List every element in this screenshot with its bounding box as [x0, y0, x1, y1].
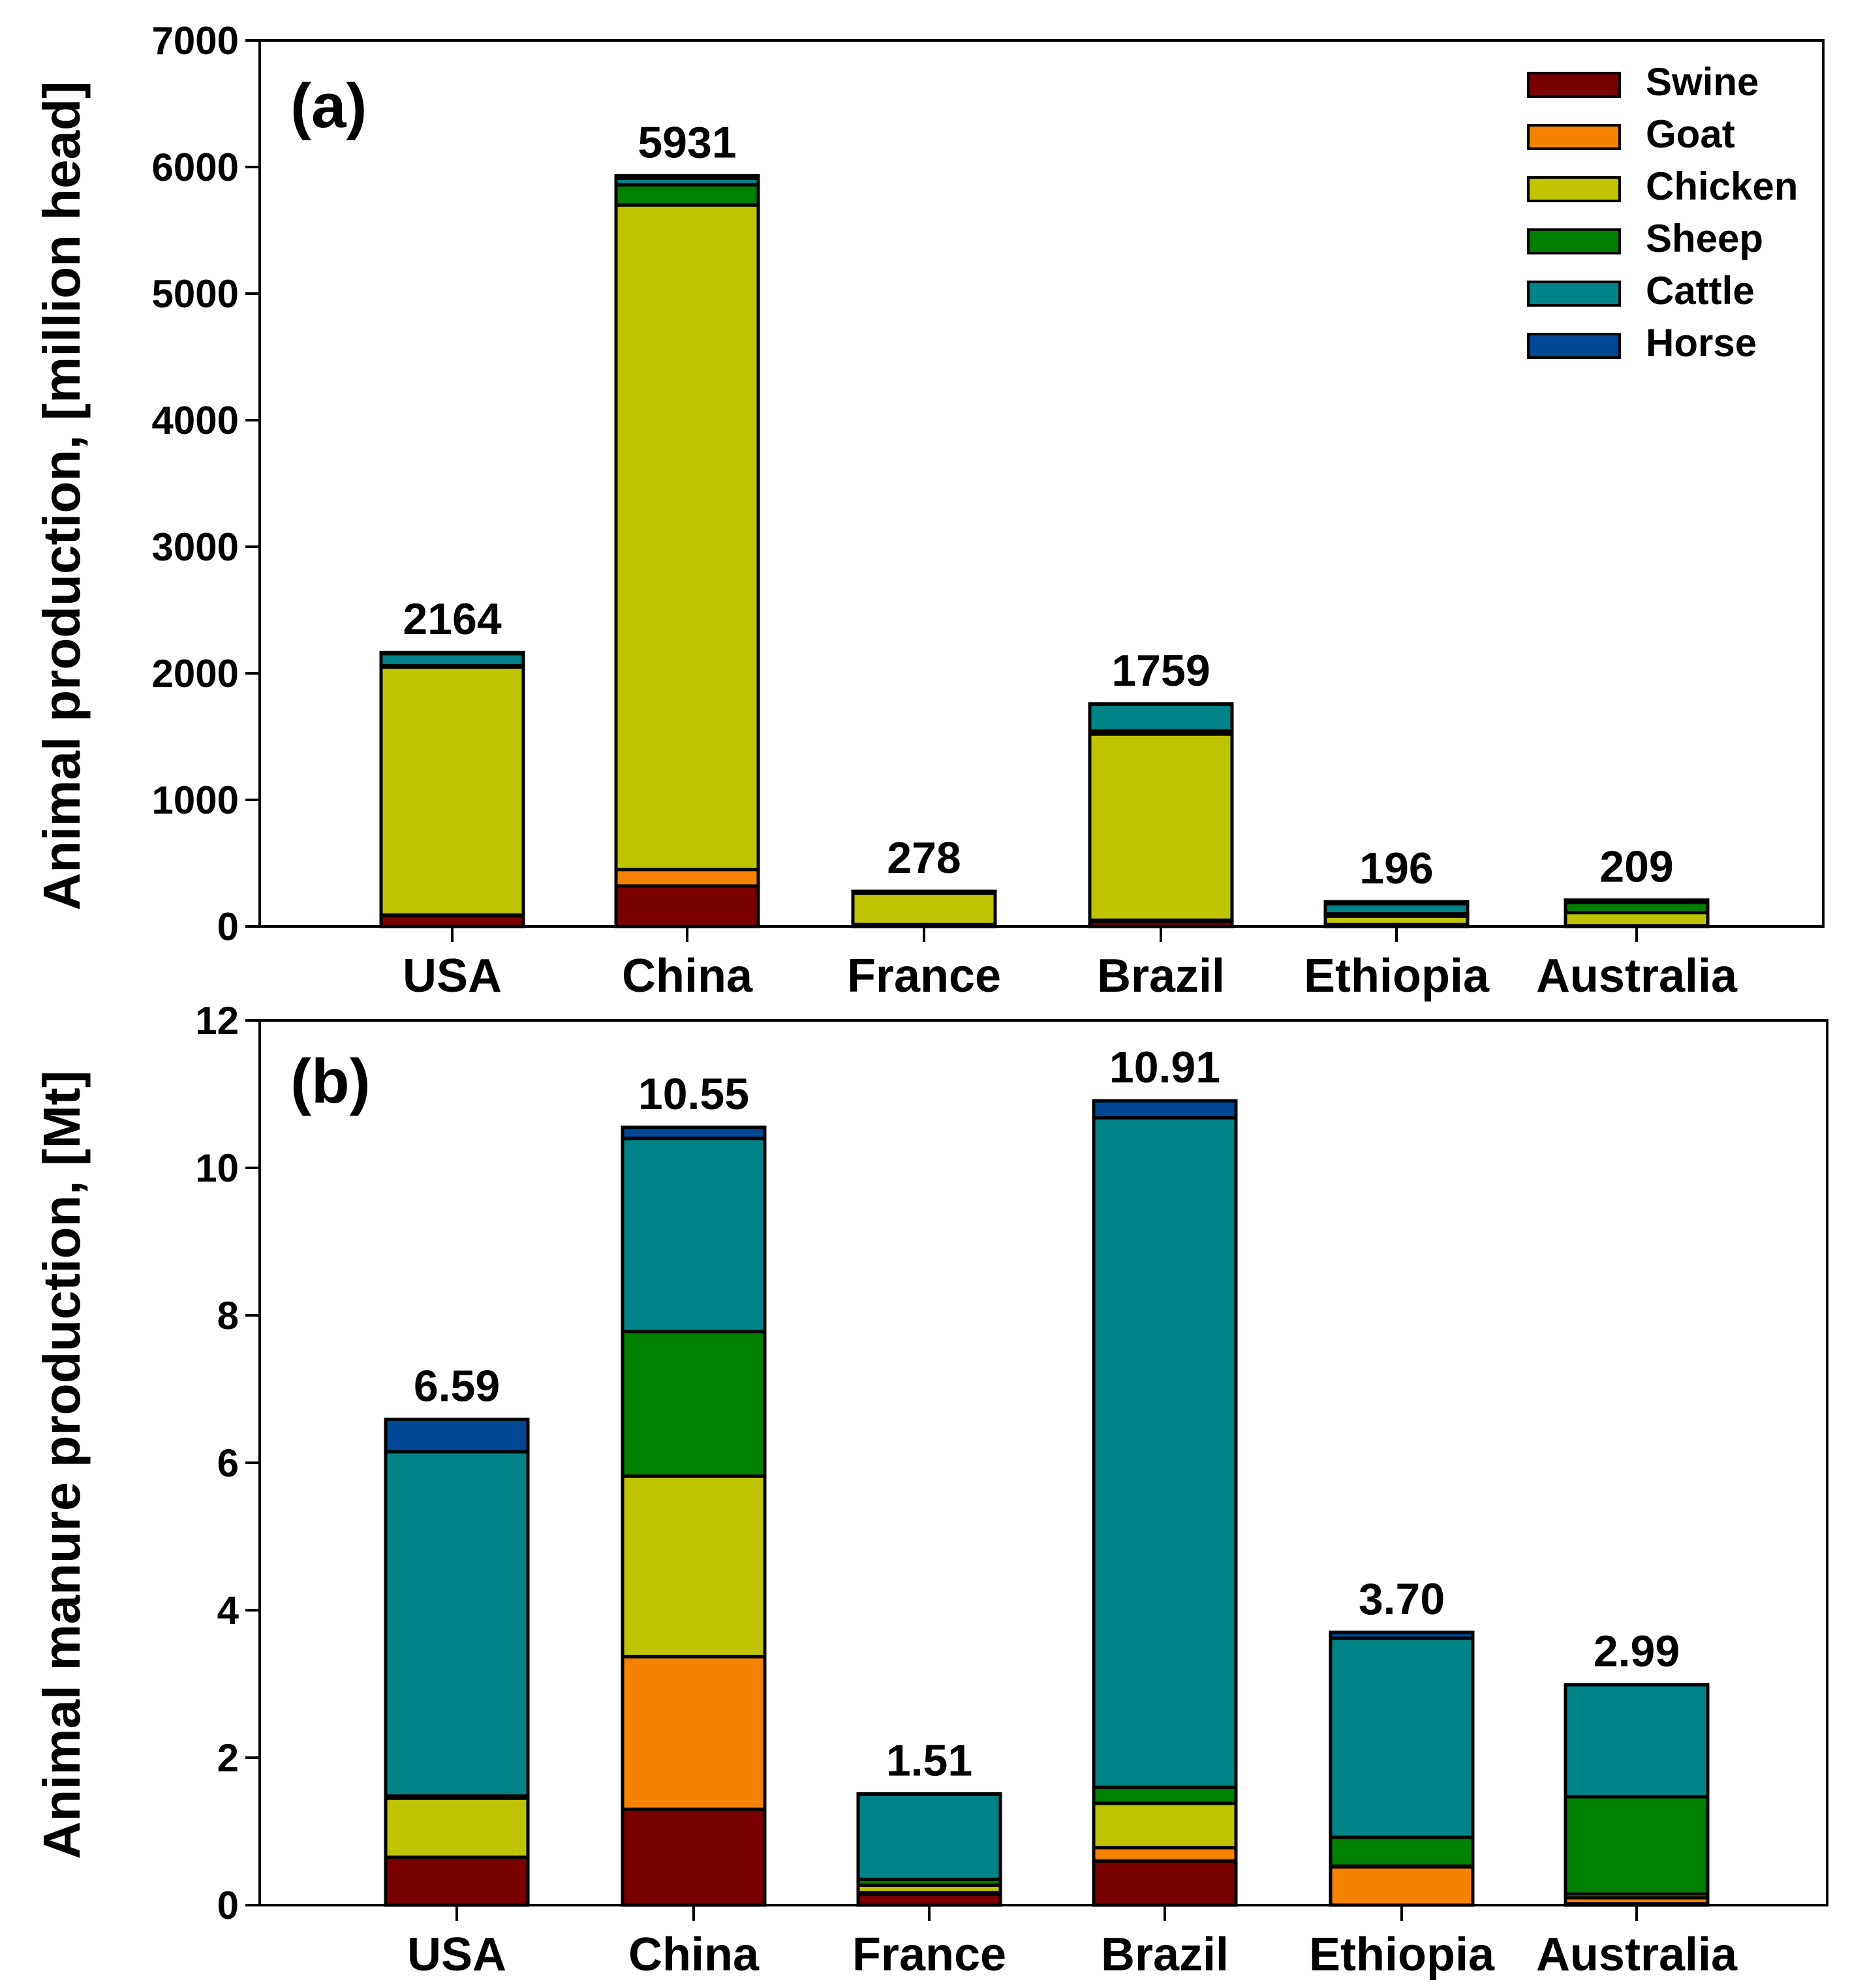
y-tick-label: 4000: [152, 399, 239, 442]
bar-segment-cattle-france: [856, 1793, 1002, 1881]
total-label-china: 5931: [638, 117, 736, 167]
x-tick-label-australia: Australia: [1536, 950, 1738, 1002]
y-tick-label: 1000: [152, 778, 239, 822]
total-label-australia: 209: [1599, 842, 1673, 891]
bar-segment-cattle-china: [621, 1137, 767, 1334]
bar-segment-cattle-australia: [1564, 1683, 1710, 1799]
bar-segment-horse-ethiopia: [1329, 1630, 1475, 1640]
y-tick-label: 10: [195, 1146, 239, 1190]
bar-segment-horse-china: [614, 174, 760, 180]
y-tick-label: 7000: [152, 19, 239, 63]
bar-segment-cattle-usa: [379, 652, 525, 667]
legend-swatch-swine: [1527, 72, 1621, 98]
y-tick-label: 6000: [152, 145, 239, 189]
legend-swatch-cattle: [1527, 281, 1621, 307]
bar-segment-horse-usa: [379, 650, 525, 656]
total-label-france: 278: [887, 833, 961, 883]
legend-swatch-chicken: [1527, 176, 1621, 202]
total-label-usa: 6.59: [414, 1361, 500, 1411]
bar-segment-goat-brazil: [1092, 1846, 1238, 1863]
legend-swatch-goat: [1527, 124, 1621, 150]
bar-segment-chicken-china: [614, 203, 760, 872]
x-tick-label-brazil: Brazil: [1101, 1929, 1229, 1981]
x-tick-label-china: China: [622, 950, 753, 1002]
total-label-china: 10.55: [638, 1069, 749, 1119]
bar-segment-chicken-brazil: [1088, 732, 1234, 922]
total-label-france: 1.51: [886, 1736, 972, 1785]
y-tick-label: 2000: [152, 652, 239, 696]
bar-segment-swine-france: [856, 1892, 1002, 1907]
total-label-ethiopia: 196: [1359, 844, 1433, 893]
x-tick-label-brazil: Brazil: [1097, 950, 1225, 1002]
bar-segment-horse-china: [621, 1125, 767, 1140]
panel-a: 2164 USA 5931 China 278 France 1759 Brazil 196 Et…: [33, 19, 1825, 1002]
bar-segment-goat-china: [621, 1655, 767, 1811]
y-axis-label: Animal production, [million head]: [33, 81, 91, 910]
total-label-ethiopia: 3.70: [1359, 1574, 1445, 1624]
x-tick-label-usa: USA: [407, 1929, 506, 1981]
bar-segment-goat-ethiopia: [1329, 1865, 1475, 1907]
y-tick-label: 2: [217, 1736, 239, 1780]
y-tick-label: 0: [217, 1884, 239, 1927]
panel-label: (a): [290, 71, 367, 141]
panel-label: (b): [290, 1047, 371, 1116]
bar-segment-swine-brazil: [1092, 1859, 1238, 1907]
bar-segment-cattle-usa: [384, 1450, 530, 1798]
legend-swatch-sheep: [1527, 228, 1621, 254]
x-tick-label-ethiopia: Ethiopia: [1309, 1929, 1495, 1981]
bar-segment-cattle-brazil: [1092, 1116, 1238, 1789]
bar-segment-horse-usa: [384, 1417, 530, 1454]
y-tick-label: 5000: [152, 272, 239, 316]
bar-segment-chicken-china: [621, 1474, 767, 1659]
x-tick-label-australia: Australia: [1536, 1929, 1738, 1981]
y-tick-label: 0: [217, 905, 239, 949]
bar-segment-horse-brazil: [1088, 702, 1234, 707]
legend-label-cattle: Cattle: [1646, 269, 1755, 313]
plot-frame: [258, 39, 1825, 928]
total-label-australia: 2.99: [1594, 1627, 1680, 1676]
bar-segment-chicken-brazil: [1092, 1801, 1238, 1850]
x-tick-label-france: France: [852, 1929, 1006, 1981]
y-tick-label: 12: [195, 999, 239, 1043]
legend-label-sheep: Sheep: [1646, 217, 1763, 260]
legend: Swine Goat Chicken Sheep Cattle Horse: [1527, 60, 1798, 365]
bar-segment-sheep-ethiopia: [1329, 1835, 1475, 1868]
bar-segment-chicken-australia: [1564, 911, 1710, 928]
bar-segment-horse-ethiopia: [1323, 900, 1470, 906]
bar-segment-sheep-china: [614, 183, 760, 207]
bar-segment-sheep-australia: [1564, 1795, 1710, 1896]
legend-label-swine: Swine: [1646, 60, 1759, 104]
bar-segment-sheep-brazil: [1092, 1785, 1238, 1805]
legend-swatch-horse: [1527, 333, 1621, 359]
x-tick-label-france: France: [847, 950, 1001, 1002]
legend-label-chicken: Chicken: [1646, 164, 1798, 208]
x-tick-label-usa: USA: [403, 950, 502, 1002]
y-axis-label: Animal manure production, [Mt]: [33, 1071, 91, 1859]
bar-segment-swine-china: [614, 884, 760, 928]
total-label-brazil: 1759: [1111, 646, 1210, 696]
panel-b: 6.59 USA 10.55 China 1.51 France 10.91 Brazil 3.…: [33, 999, 1828, 1981]
total-label-usa: 2164: [403, 594, 501, 644]
bar-segment-swine-usa: [384, 1856, 530, 1907]
bar-segment-cattle-brazil: [1088, 703, 1234, 733]
y-tick-label: 6: [217, 1441, 239, 1485]
bar-segment-chicken-usa: [384, 1796, 530, 1859]
total-label-brazil: 10.91: [1109, 1043, 1220, 1092]
bar-segment-cattle-france: [851, 889, 997, 895]
bar-segment-chicken-france: [851, 891, 997, 926]
y-tick-label: 4: [217, 1589, 239, 1632]
y-tick-label: 8: [217, 1294, 239, 1338]
bar-segment-sheep-china: [621, 1330, 767, 1478]
bar-segment-chicken-usa: [379, 665, 525, 917]
x-tick-label-ethiopia: Ethiopia: [1304, 950, 1490, 1002]
x-tick-label-china: China: [628, 1929, 760, 1981]
bar-segment-horse-brazil: [1092, 1099, 1238, 1120]
bar-segment-swine-china: [621, 1807, 767, 1907]
legend-label-horse: Horse: [1646, 321, 1757, 365]
bar-segment-cattle-ethiopia: [1329, 1636, 1475, 1839]
bar-segment-goat-china: [614, 868, 760, 888]
legend-label-goat: Goat: [1646, 112, 1735, 156]
y-tick-label: 3000: [152, 525, 239, 569]
